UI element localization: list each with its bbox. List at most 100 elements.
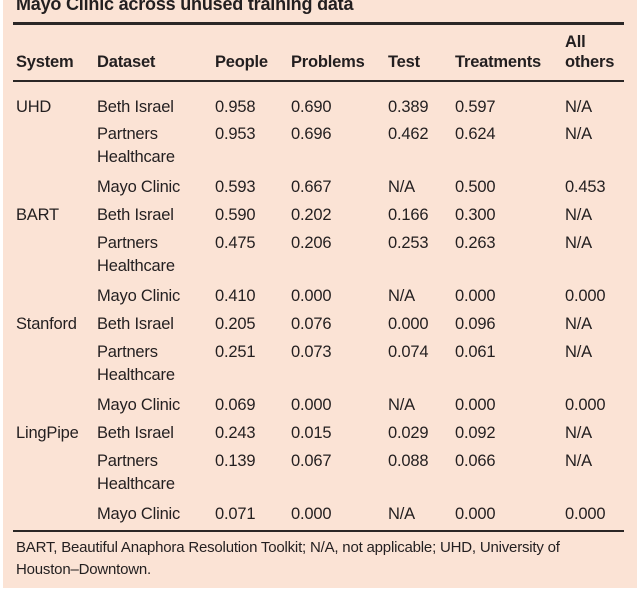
cell-dataset: Partners Healthcare [97,124,175,166]
cell-people: 0.205 [215,314,256,333]
cell-treatments: 0.000 [455,395,496,414]
cell-dataset: Mayo Clinic [97,395,181,414]
cell-system [13,394,97,422]
cell-test: 0.088 [388,451,429,470]
cell-all-others: 0.000 [565,286,606,305]
cell-problems: 0.000 [291,395,332,414]
cell-people: 0.251 [215,342,256,361]
cell-system [13,450,97,503]
cell-system: LingPipe [16,423,79,442]
cell-treatments: 0.597 [455,97,496,116]
table-header: System Dataset People Problems Test Trea… [13,23,624,82]
cell-all-others: 0.000 [565,504,606,523]
cell-test: 0.462 [388,124,429,143]
cell-problems: 0.690 [291,97,332,116]
cell-dataset: Partners Healthcare [97,233,175,275]
cell-problems: 0.696 [291,124,332,143]
footnote-line-2: Houston–Downtown. [16,560,152,578]
cell-system [13,503,97,531]
cell-test: N/A [388,177,415,196]
table-caption: Mayo Clinic across unused training data [16,0,354,14]
cell-all-others: N/A [565,233,592,252]
cell-people: 0.071 [215,504,256,523]
cell-test: 0.253 [388,233,429,252]
cell-dataset: Partners Healthcare [97,342,175,384]
col-header-people: People [215,23,291,82]
cell-test: 0.074 [388,342,429,361]
col-header-treatments: Treatments [455,23,565,82]
table-row: UHD Beth Israel 0.958 0.690 0.389 0.597 … [13,81,624,123]
cell-treatments: 0.000 [455,504,496,523]
col-header-problems: Problems [291,23,388,82]
cell-test: N/A [388,286,415,305]
cell-people: 0.475 [215,233,256,252]
table-row: Stanford Beth Israel 0.205 0.076 0.000 0… [13,313,624,341]
cell-treatments: 0.000 [455,286,496,305]
cell-all-others: 0.453 [565,177,606,196]
cell-problems: 0.000 [291,286,332,305]
table-row: Partners Healthcare 0.251 0.073 0.074 0.… [13,341,624,394]
cell-all-others: N/A [565,314,592,333]
cell-system: Stanford [16,314,77,333]
cell-system [13,341,97,394]
cell-people: 0.958 [215,97,256,116]
cell-test: 0.029 [388,423,429,442]
cell-treatments: 0.624 [455,124,496,143]
cell-problems: 0.073 [291,342,332,361]
col-header-system: System [13,23,97,82]
cell-dataset: Partners Healthcare [97,451,175,493]
cell-problems: 0.202 [291,205,332,224]
table-panel: Mayo Clinic across unused training data … [3,0,637,588]
cell-system [13,232,97,285]
table-row: Partners Healthcare 0.475 0.206 0.253 0.… [13,232,624,285]
table-row: Mayo Clinic 0.069 0.000 N/A 0.000 0.000 [13,394,624,422]
cell-treatments: 0.096 [455,314,496,333]
cell-test: N/A [388,395,415,414]
cell-people: 0.410 [215,286,256,305]
cell-treatments: 0.263 [455,233,496,252]
cell-dataset: Mayo Clinic [97,286,181,305]
table-row: LingPipe Beth Israel 0.243 0.015 0.029 0… [13,422,624,450]
cell-treatments: 0.300 [455,205,496,224]
cell-people: 0.139 [215,451,256,470]
cell-people: 0.069 [215,395,256,414]
cell-system [13,176,97,204]
cell-test: N/A [388,504,415,523]
col-header-all-others: All others [565,23,624,82]
header-row: System Dataset People Problems Test Trea… [13,23,624,82]
cell-problems: 0.067 [291,451,332,470]
col-header-test: Test [388,23,455,82]
cell-all-others: N/A [565,423,592,442]
cell-test: 0.389 [388,97,429,116]
cell-all-others: N/A [565,97,592,116]
table-row: Mayo Clinic 0.071 0.000 N/A 0.000 0.000 [13,503,624,531]
cell-problems: 0.076 [291,314,332,333]
cell-all-others: N/A [565,451,592,470]
cell-treatments: 0.061 [455,342,496,361]
cell-problems: 0.000 [291,504,332,523]
table-row: Partners Healthcare 0.953 0.696 0.462 0.… [13,123,624,176]
table-footnote: BART, Beautiful Anaphora Resolution Tool… [13,532,624,581]
cell-test: 0.000 [388,314,429,333]
table-body: UHD Beth Israel 0.958 0.690 0.389 0.597 … [13,81,624,531]
cell-system [13,285,97,313]
col-header-dataset: Dataset [97,23,215,82]
cell-all-others: 0.000 [565,395,606,414]
cell-dataset: Beth Israel [97,314,174,333]
cell-dataset: Beth Israel [97,205,174,224]
cell-system [13,123,97,176]
footnote-line-1: BART, Beautiful Anaphora Resolution Tool… [16,538,560,556]
cell-problems: 0.667 [291,177,332,196]
cell-treatments: 0.092 [455,423,496,442]
cell-all-others: N/A [565,342,592,361]
cell-dataset: Beth Israel [97,97,174,116]
cell-people: 0.593 [215,177,256,196]
table-row: Mayo Clinic 0.410 0.000 N/A 0.000 0.000 [13,285,624,313]
cell-problems: 0.015 [291,423,332,442]
cell-all-others: N/A [565,124,592,143]
table-row: BART Beth Israel 0.590 0.202 0.166 0.300… [13,204,624,232]
table-row: Partners Healthcare 0.139 0.067 0.088 0.… [13,450,624,503]
cell-treatments: 0.500 [455,177,496,196]
cell-dataset: Mayo Clinic [97,504,181,523]
cell-treatments: 0.066 [455,451,496,470]
